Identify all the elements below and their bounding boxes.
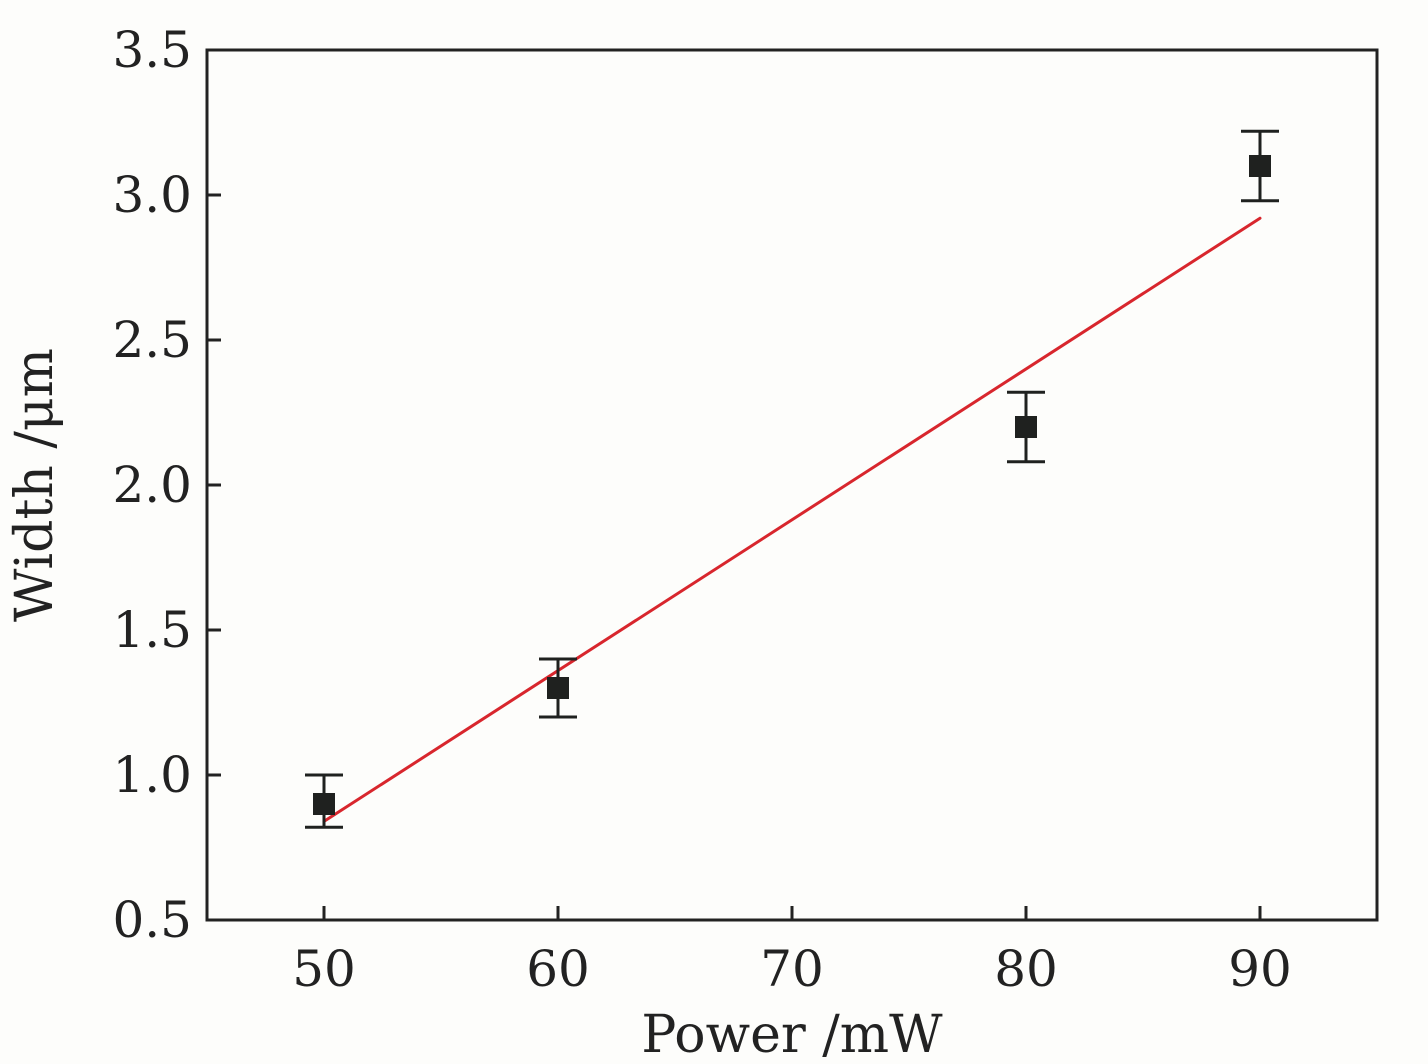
x-tick-label: 90 (1228, 940, 1292, 998)
y-tick-label: 1.5 (112, 601, 192, 659)
y-axis: 0.5 1.0 1.5 2.0 2.5 3.0 3.5 (112, 21, 221, 949)
y-tick-label: 3.5 (112, 21, 192, 79)
y-tick-label: 3.0 (112, 166, 192, 224)
fit-line (322, 216, 1262, 823)
data-points (305, 129, 1279, 829)
data-point (547, 677, 569, 699)
x-axis-title: Power /mW (641, 1005, 943, 1064)
x-tick-label: 70 (760, 940, 824, 998)
x-tick-label: 60 (526, 940, 590, 998)
x-tick-label: 80 (994, 940, 1058, 998)
fit-line-group (322, 216, 1262, 823)
y-tick-label: 0.5 (112, 891, 192, 949)
y-tick-label: 2.0 (112, 456, 192, 514)
x-axis: 50 60 70 80 90 (292, 906, 1292, 998)
data-point-group (539, 657, 577, 719)
data-point-group (1241, 129, 1279, 203)
data-point (1015, 416, 1037, 438)
data-point-group (305, 773, 343, 829)
x-tick-label: 50 (292, 940, 356, 998)
data-point (313, 793, 335, 815)
data-point (1249, 155, 1271, 177)
y-tick-label: 1.0 (112, 746, 192, 804)
y-axis-title: Width /μm (5, 348, 65, 622)
data-point-group (1007, 390, 1045, 464)
y-tick-label: 2.5 (112, 311, 192, 369)
plot-frame (205, 48, 1379, 922)
